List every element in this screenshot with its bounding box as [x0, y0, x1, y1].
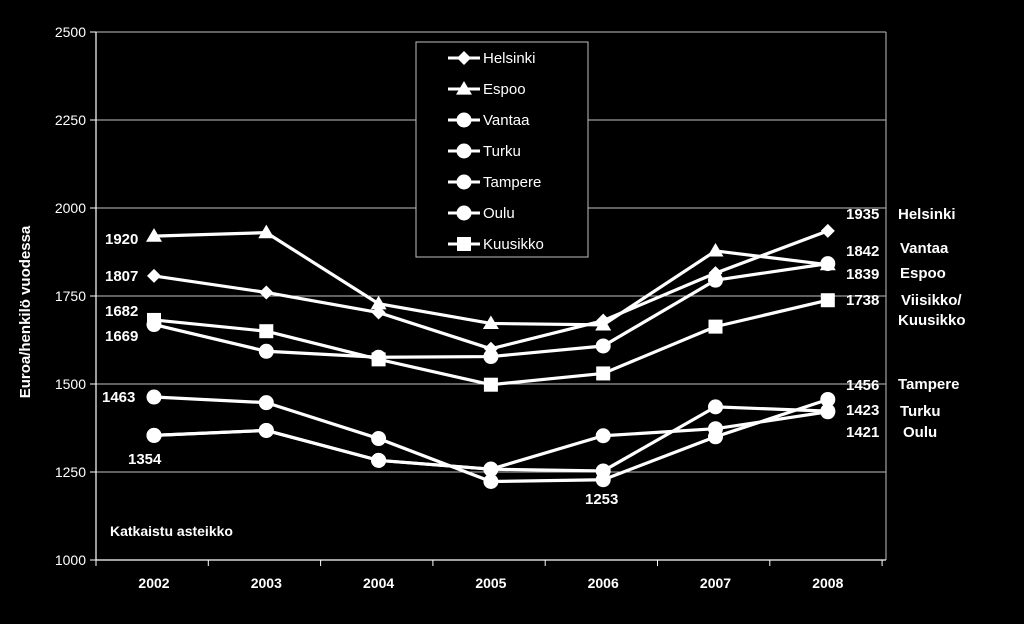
data-point-tampere: [146, 389, 162, 405]
data-point-kuusikko: [483, 377, 498, 392]
y-tick-label: 1750: [55, 288, 86, 304]
legend-marker-kuusikko: [457, 237, 471, 251]
series-oulu: [146, 404, 836, 477]
data-point-kuusikko: [596, 366, 611, 381]
data-point-vantaa: [483, 349, 499, 365]
legend-label-helsinki: Helsinki: [483, 50, 536, 67]
series-name-label: Espoo: [900, 265, 946, 282]
data-point-helsinki: [147, 268, 161, 283]
x-tick-label: 2002: [138, 575, 169, 591]
data-point-tampere: [483, 474, 499, 490]
x-tick-label: 2005: [475, 575, 506, 591]
y-tick-label: 2500: [55, 24, 86, 40]
series-line-turku: [153, 405, 828, 473]
legend-label-vantaa: Vantaa: [483, 112, 530, 129]
legend-marker-turku: [456, 143, 472, 159]
data-point-kuusikko: [371, 352, 386, 367]
data-label: 1807: [105, 268, 138, 285]
series-name-label: Vantaa: [900, 240, 949, 257]
data-label: 1463: [102, 389, 135, 406]
series-name-label: Kuusikko: [898, 312, 966, 329]
data-point-kuusikko: [708, 319, 723, 334]
legend-marker-vantaa: [456, 112, 472, 128]
y-tick-label: 1000: [55, 552, 86, 568]
legend-box: [415, 41, 589, 258]
data-labels: 1920 1807 1682 1669 1463 1354 1253 1935 1842 1839…: [102, 206, 966, 508]
data-point-tampere: [595, 472, 611, 488]
series-espoo: [146, 224, 836, 331]
y-tick-label: 1250: [55, 464, 86, 480]
legend-marker-tampere: [456, 174, 472, 190]
data-label: 1935: [846, 206, 879, 223]
data-label: 1421: [846, 424, 879, 441]
x-tick-label: 2003: [251, 575, 282, 591]
data-point-espoo: [707, 242, 724, 257]
series-name-label: Turku: [900, 403, 941, 420]
data-point-espoo: [370, 295, 387, 310]
series-name-label: Viisikko/: [901, 292, 962, 309]
data-point-helsinki: [820, 223, 835, 238]
data-label: 1738: [846, 292, 879, 309]
legend-marker-helsinki: [457, 51, 471, 65]
data-point-vantaa: [258, 343, 274, 359]
data-point-turku: [708, 399, 723, 415]
legend-label-oulu: Oulu: [483, 205, 515, 222]
data-label: 1423: [846, 402, 879, 419]
data-point-vantaa: [820, 256, 836, 272]
legend-label-tampere: Tampere: [483, 174, 541, 191]
y-tick-label: 2250: [55, 112, 86, 128]
data-point-kuusikko: [820, 293, 835, 308]
data-point-oulu: [820, 404, 836, 420]
data-label: 1842: [846, 243, 879, 260]
data-point-tampere: [371, 431, 387, 447]
series-name-label: Helsinki: [898, 206, 956, 223]
series-kuusikko: [147, 293, 835, 392]
x-tick-label: 2004: [363, 575, 394, 591]
x-tick-label: 2006: [588, 575, 619, 591]
legend-label-kuusikko: Kuusikko: [483, 236, 544, 253]
data-point-tampere: [820, 391, 836, 407]
data-point-oulu: [258, 422, 274, 438]
data-label: 1682: [105, 303, 138, 320]
y-axis-label: Euroa/henkilö vuodessa: [17, 225, 34, 398]
data-point-espoo: [146, 228, 162, 242]
data-label: 1253: [585, 491, 618, 508]
data-label: 1669: [105, 328, 138, 345]
legend: Helsinki Espoo Vantaa Turku Tampere Oulu Kuusi…: [415, 41, 589, 258]
data-point-helsinki: [259, 285, 274, 300]
data-point-kuusikko: [147, 312, 161, 327]
legend-marker-oulu: [456, 205, 472, 221]
series-name-label: Tampere: [898, 376, 959, 393]
data-point-espoo: [595, 316, 612, 331]
y-tick-label: 1500: [55, 376, 86, 392]
legend-label-espoo: Espoo: [483, 81, 526, 98]
x-tick-label: 2007: [700, 575, 731, 591]
data-point-oulu: [708, 421, 723, 437]
series-group: [146, 223, 836, 490]
legend-marker-espoo: [456, 81, 472, 95]
y-tick-label: 2000: [55, 200, 86, 216]
data-point-espoo: [482, 315, 499, 330]
data-label: 1839: [846, 266, 879, 283]
data-point-oulu: [146, 427, 162, 443]
data-point-kuusikko: [259, 324, 274, 339]
data-point-oulu: [595, 428, 611, 444]
series-name-label: Oulu: [903, 424, 937, 441]
data-point-oulu: [371, 452, 387, 468]
legend-label-turku: Turku: [483, 143, 521, 160]
annotation: Katkaistu asteikko: [110, 523, 233, 539]
data-label: 1920: [105, 231, 138, 248]
x-tick-label: 2008: [812, 575, 843, 591]
data-point-vantaa: [708, 272, 723, 288]
data-point-oulu: [483, 461, 499, 477]
data-point-espoo: [258, 224, 275, 239]
series-line-oulu: [153, 410, 829, 471]
data-label: 1456: [846, 377, 879, 394]
axes: 1000 1250 1500 1750 2000 2250 2500 2002 2003 2004…: [55, 24, 886, 591]
data-label: 1354: [128, 451, 162, 468]
data-point-vantaa: [595, 338, 611, 354]
data-point-tampere: [258, 395, 274, 411]
